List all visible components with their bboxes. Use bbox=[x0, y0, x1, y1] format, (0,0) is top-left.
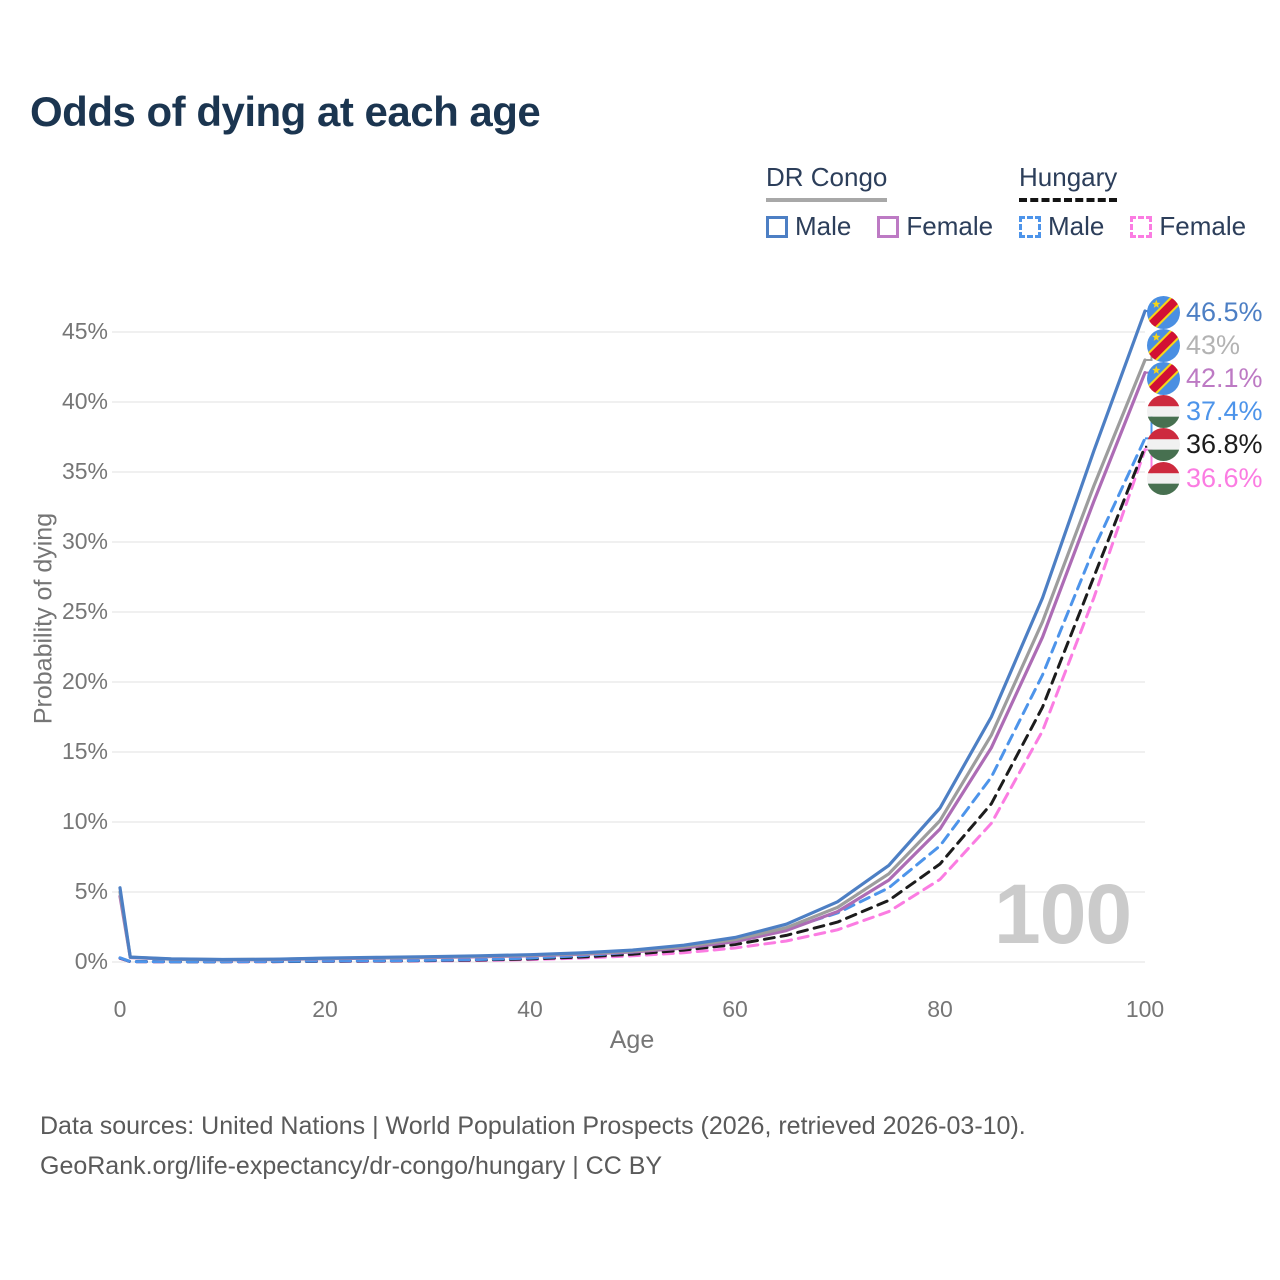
legend-item-hungary-male[interactable]: Male bbox=[1019, 211, 1104, 242]
source-link-text[interactable]: GeoRank.org/life-expectancy/dr-congo/hun… bbox=[40, 1152, 663, 1180]
y-tick-label: 0% bbox=[74, 948, 108, 974]
hungary-flag-icon bbox=[1147, 395, 1180, 429]
y-tick-label: 20% bbox=[61, 668, 108, 694]
dr-congo-flag-icon bbox=[1147, 328, 1180, 362]
x-tick-label: 60 bbox=[722, 996, 748, 1022]
line-swatch-icon bbox=[1130, 215, 1153, 238]
end-label-hungary-male: 37.4% bbox=[1147, 395, 1263, 429]
line-swatch-icon bbox=[1019, 215, 1041, 238]
x-tick-label: 0 bbox=[113, 996, 127, 1022]
age-100-watermark: 100 bbox=[994, 867, 1132, 961]
legend-item-label: Male bbox=[795, 211, 852, 241]
end-label-value: 36.8% bbox=[1186, 429, 1263, 460]
legend-group-title-hungary: Hungary bbox=[1019, 162, 1118, 202]
line-swatch-icon bbox=[877, 215, 900, 238]
end-label-value: 36.6% bbox=[1186, 462, 1263, 493]
legend-item-hungary-female[interactable]: Female bbox=[1130, 211, 1246, 242]
end-label-dr-congo-male: 46.5% bbox=[1147, 295, 1263, 329]
legend-item-label: Male bbox=[1048, 211, 1105, 241]
x-tick-label: 80 bbox=[927, 996, 953, 1022]
y-axis-title: Probability of dying bbox=[29, 512, 58, 725]
page-title: Odds of dying at each age bbox=[30, 88, 541, 135]
x-tick-label: 20 bbox=[312, 996, 338, 1022]
end-label-value: 43% bbox=[1186, 329, 1241, 360]
series-line-dr-congo-female bbox=[118, 371, 1147, 962]
series-line-hungary-male bbox=[118, 436, 1147, 964]
end-label-value: 37.4% bbox=[1186, 396, 1263, 427]
legend-group-hungary: Hungary Male Female bbox=[1019, 162, 1246, 242]
x-tick-label: 100 bbox=[1125, 996, 1165, 1022]
end-label-dr-congo-female: 42.1% bbox=[1147, 361, 1263, 395]
y-tick-label: 10% bbox=[61, 808, 108, 834]
hungary-flag-icon bbox=[1147, 428, 1180, 462]
line-swatch-icon bbox=[766, 215, 788, 238]
y-tick-label: 40% bbox=[61, 388, 108, 414]
y-tick-label: 5% bbox=[74, 878, 108, 904]
end-label-dr-congo-both: 43% bbox=[1147, 328, 1241, 362]
end-label-hungary-female: 36.6% bbox=[1147, 461, 1263, 495]
legend-item-label: Female bbox=[1159, 211, 1247, 241]
data-sources-text: Data sources: United Nations | World Pop… bbox=[40, 1112, 1026, 1140]
legend-item-dr-congo-female[interactable]: Female bbox=[877, 211, 993, 242]
x-tick-label: 40 bbox=[517, 996, 543, 1022]
legend-item-dr-congo-male[interactable]: Male bbox=[766, 211, 851, 242]
series-line-hungary-both bbox=[118, 445, 1147, 964]
y-tick-label: 25% bbox=[61, 598, 108, 624]
y-tick-label: 35% bbox=[61, 458, 108, 484]
end-label-hungary-both: 36.8% bbox=[1147, 428, 1263, 462]
dr-congo-flag-icon bbox=[1147, 295, 1180, 329]
y-tick-label: 15% bbox=[61, 738, 108, 764]
footer: Data sources: United Nations | World Pop… bbox=[40, 1106, 1026, 1186]
legend-items-hungary: Male Female bbox=[1019, 211, 1246, 242]
x-axis-title: Age bbox=[609, 1026, 655, 1054]
series-line-dr-congo-both bbox=[118, 358, 1147, 962]
y-tick-label: 30% bbox=[61, 528, 108, 554]
series-line-dr-congo-male bbox=[118, 309, 1147, 962]
end-label-value: 46.5% bbox=[1186, 296, 1263, 327]
legend-item-label: Female bbox=[906, 211, 994, 241]
legend-items-dr-congo: Male Female bbox=[766, 211, 993, 242]
hungary-flag-icon bbox=[1147, 461, 1180, 495]
dr-congo-flag-icon bbox=[1147, 361, 1180, 395]
legend-group-dr-congo: DR Congo Male Female bbox=[766, 162, 993, 242]
legend-group-title-dr-congo: DR Congo bbox=[766, 162, 888, 202]
end-label-value: 42.1% bbox=[1186, 362, 1263, 393]
y-tick-label: 45% bbox=[61, 318, 108, 344]
series-line-hungary-female bbox=[118, 448, 1147, 964]
